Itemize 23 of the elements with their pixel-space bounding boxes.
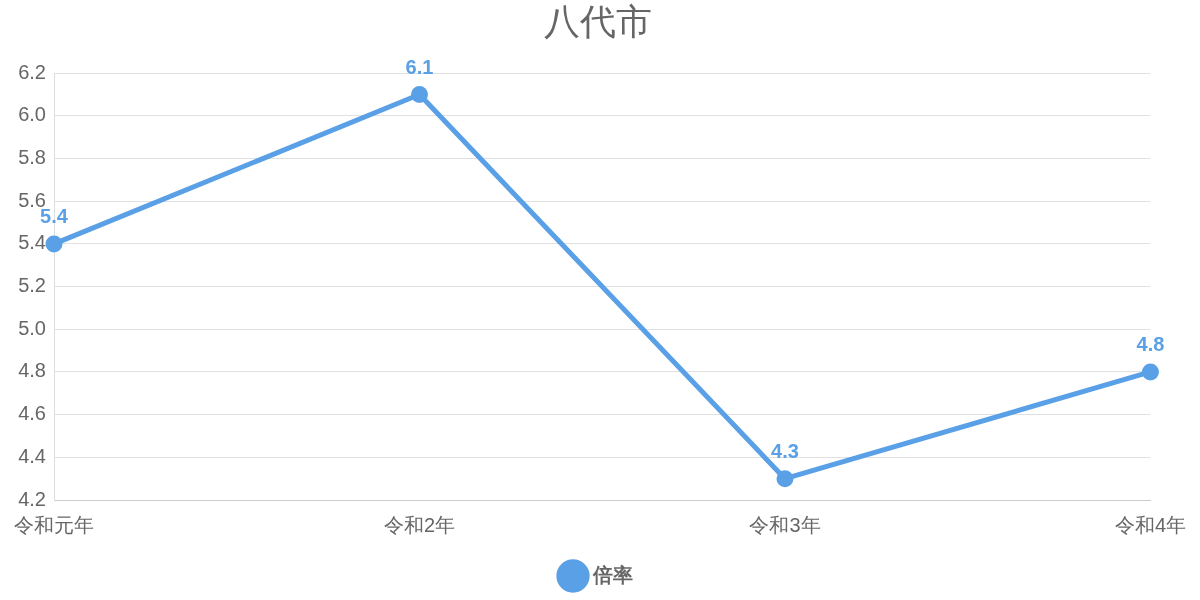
y-tick-label: 4.6 bbox=[18, 402, 46, 425]
y-tick-label: 6.0 bbox=[18, 103, 46, 126]
y-tick-label: 5.2 bbox=[18, 274, 46, 297]
x-tick-label: 令和3年 bbox=[749, 513, 821, 536]
y-tick-label: 4.4 bbox=[18, 444, 46, 467]
chart-title: 八代市 bbox=[544, 0, 652, 42]
y-tick-label: 4.8 bbox=[18, 359, 46, 382]
point bbox=[776, 470, 794, 488]
point bbox=[45, 235, 63, 253]
x-tick-label: 令和2年 bbox=[383, 513, 456, 536]
data-label: 4.3 bbox=[771, 440, 799, 463]
y-tick-label: 5.4 bbox=[18, 231, 46, 254]
point bbox=[1141, 363, 1159, 381]
y-tick-label: 5.0 bbox=[18, 316, 46, 339]
y-tick-label: 6.2 bbox=[18, 60, 46, 83]
x-tick-label: 令和4年 bbox=[1114, 513, 1186, 536]
data-label: 6.1 bbox=[405, 56, 434, 79]
x-tick-label: 令和元年 bbox=[14, 513, 94, 536]
data-label: 4.8 bbox=[1136, 333, 1165, 356]
legend-label: 倍率 bbox=[592, 563, 633, 586]
y-tick-label: 5.8 bbox=[18, 146, 46, 169]
point bbox=[410, 86, 428, 104]
y-tick-label: 4.2 bbox=[18, 487, 46, 510]
